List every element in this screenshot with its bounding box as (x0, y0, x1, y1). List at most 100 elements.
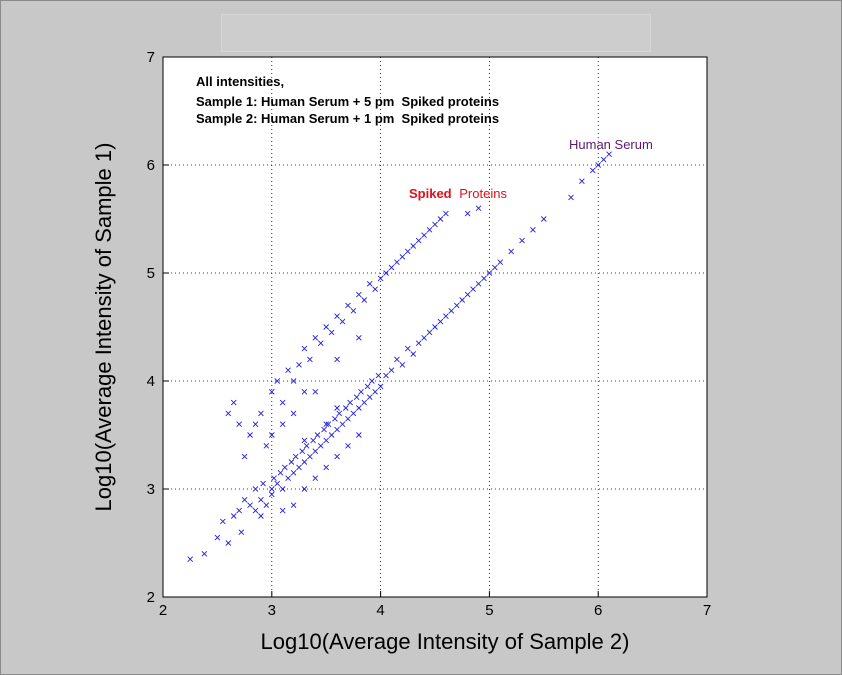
annotation-line-2: Sample 1: Human Serum + 5 pm Spiked prot… (196, 94, 499, 109)
scatter-point (432, 221, 438, 228)
human-serum-label: Human Serum (569, 137, 653, 152)
scatter-point (356, 291, 362, 298)
scatter-point (258, 410, 264, 417)
scatter-point (356, 334, 362, 341)
spiked-rest-label: Proteins (459, 186, 507, 201)
scatter-point (404, 248, 411, 255)
scatter-point (366, 280, 373, 287)
scatter-point (271, 475, 277, 482)
scatter-point (220, 518, 226, 525)
scatter-point (323, 437, 330, 444)
scatter-point (369, 378, 375, 384)
scatter-point (268, 491, 275, 498)
grid-lines (163, 57, 707, 597)
scatter-point (459, 297, 466, 303)
scatter-point (214, 534, 221, 541)
scatter-point (301, 437, 308, 444)
x-tick-label: 7 (703, 602, 711, 619)
scatter-point (252, 486, 259, 492)
scatter-point (437, 216, 444, 222)
scatter-point (410, 243, 417, 249)
y-tick-label: 4 (147, 373, 155, 390)
scatter-point (388, 367, 395, 374)
scatter-point (345, 415, 351, 422)
scatter-point (334, 356, 340, 363)
scatter-point (236, 507, 242, 514)
annotation-line-3: Sample 2: Human Serum + 1 pm Spiked prot… (196, 111, 499, 126)
spiked-bold-label: Spiked (409, 186, 452, 201)
scatter-point (475, 280, 482, 287)
scatter-point (303, 442, 310, 449)
scatter-point (394, 259, 400, 266)
scatter-point (464, 210, 471, 217)
scatter-point (282, 464, 288, 471)
data-points (187, 151, 612, 563)
scatter-point (296, 361, 302, 368)
scatter-point (426, 226, 433, 233)
scatter-point (492, 264, 498, 271)
scatter-point (364, 383, 371, 390)
scatter-point (339, 318, 346, 325)
scatter-point (481, 275, 487, 282)
scatter-point (268, 388, 275, 395)
scatter-point (247, 502, 253, 509)
scatter-point (347, 399, 353, 406)
x-tick-label: 6 (594, 602, 602, 619)
scatter-point (345, 442, 351, 449)
scatter-point (334, 313, 340, 320)
scatter-point (290, 502, 297, 509)
scatter-point (252, 421, 259, 428)
scatter-point (317, 442, 324, 449)
scatter-point (377, 383, 384, 390)
scatter-point (274, 378, 281, 384)
scatter-point (285, 475, 291, 482)
scatter-point (448, 307, 455, 314)
y-tick-label: 2 (147, 589, 155, 606)
scatter-point (356, 432, 362, 438)
scatter-point (421, 232, 427, 239)
scatter-point (399, 253, 406, 260)
scatter-point (339, 421, 346, 428)
scatter-point (437, 318, 444, 325)
scatter-point (201, 550, 208, 557)
scatter-point (377, 275, 384, 282)
scatter-point (312, 334, 319, 341)
scatter-point (225, 410, 232, 417)
y-tick-label: 5 (147, 265, 155, 282)
scatter-point (252, 507, 259, 514)
scatter-point (366, 394, 373, 401)
scatter-point (383, 372, 389, 379)
scatter-point (486, 270, 493, 276)
scatter-point (415, 340, 422, 347)
scatter-point (312, 448, 319, 455)
scatter-point (375, 372, 382, 379)
scatter-point (595, 162, 602, 168)
scatter-point (247, 432, 253, 438)
scatter-point (268, 486, 275, 492)
scatter-point (328, 432, 335, 438)
scatter-point (323, 464, 330, 471)
annotation-line-1: All intensities, (196, 74, 284, 89)
scatter-point (299, 448, 306, 455)
scatter-point (356, 405, 362, 411)
spiked-proteins-label: Spiked Proteins (409, 186, 507, 201)
scatter-point (334, 453, 340, 460)
scatter-point (453, 302, 460, 309)
scatter-point (372, 388, 378, 395)
scatter-point (277, 469, 284, 476)
scatter-point (263, 442, 270, 449)
scatter-point (317, 340, 324, 347)
scatter-point (225, 540, 232, 546)
scatter-point (241, 453, 248, 460)
scatter-point (342, 405, 349, 411)
scatter-point (464, 291, 471, 298)
scatter-point (310, 437, 316, 444)
scatter-point (336, 410, 343, 417)
scatter-point (323, 324, 330, 330)
scatter-point (290, 378, 297, 384)
scatter-point (187, 556, 194, 563)
scatter-point (279, 399, 286, 406)
scatter-point (314, 432, 321, 438)
scatter-point (290, 469, 297, 476)
